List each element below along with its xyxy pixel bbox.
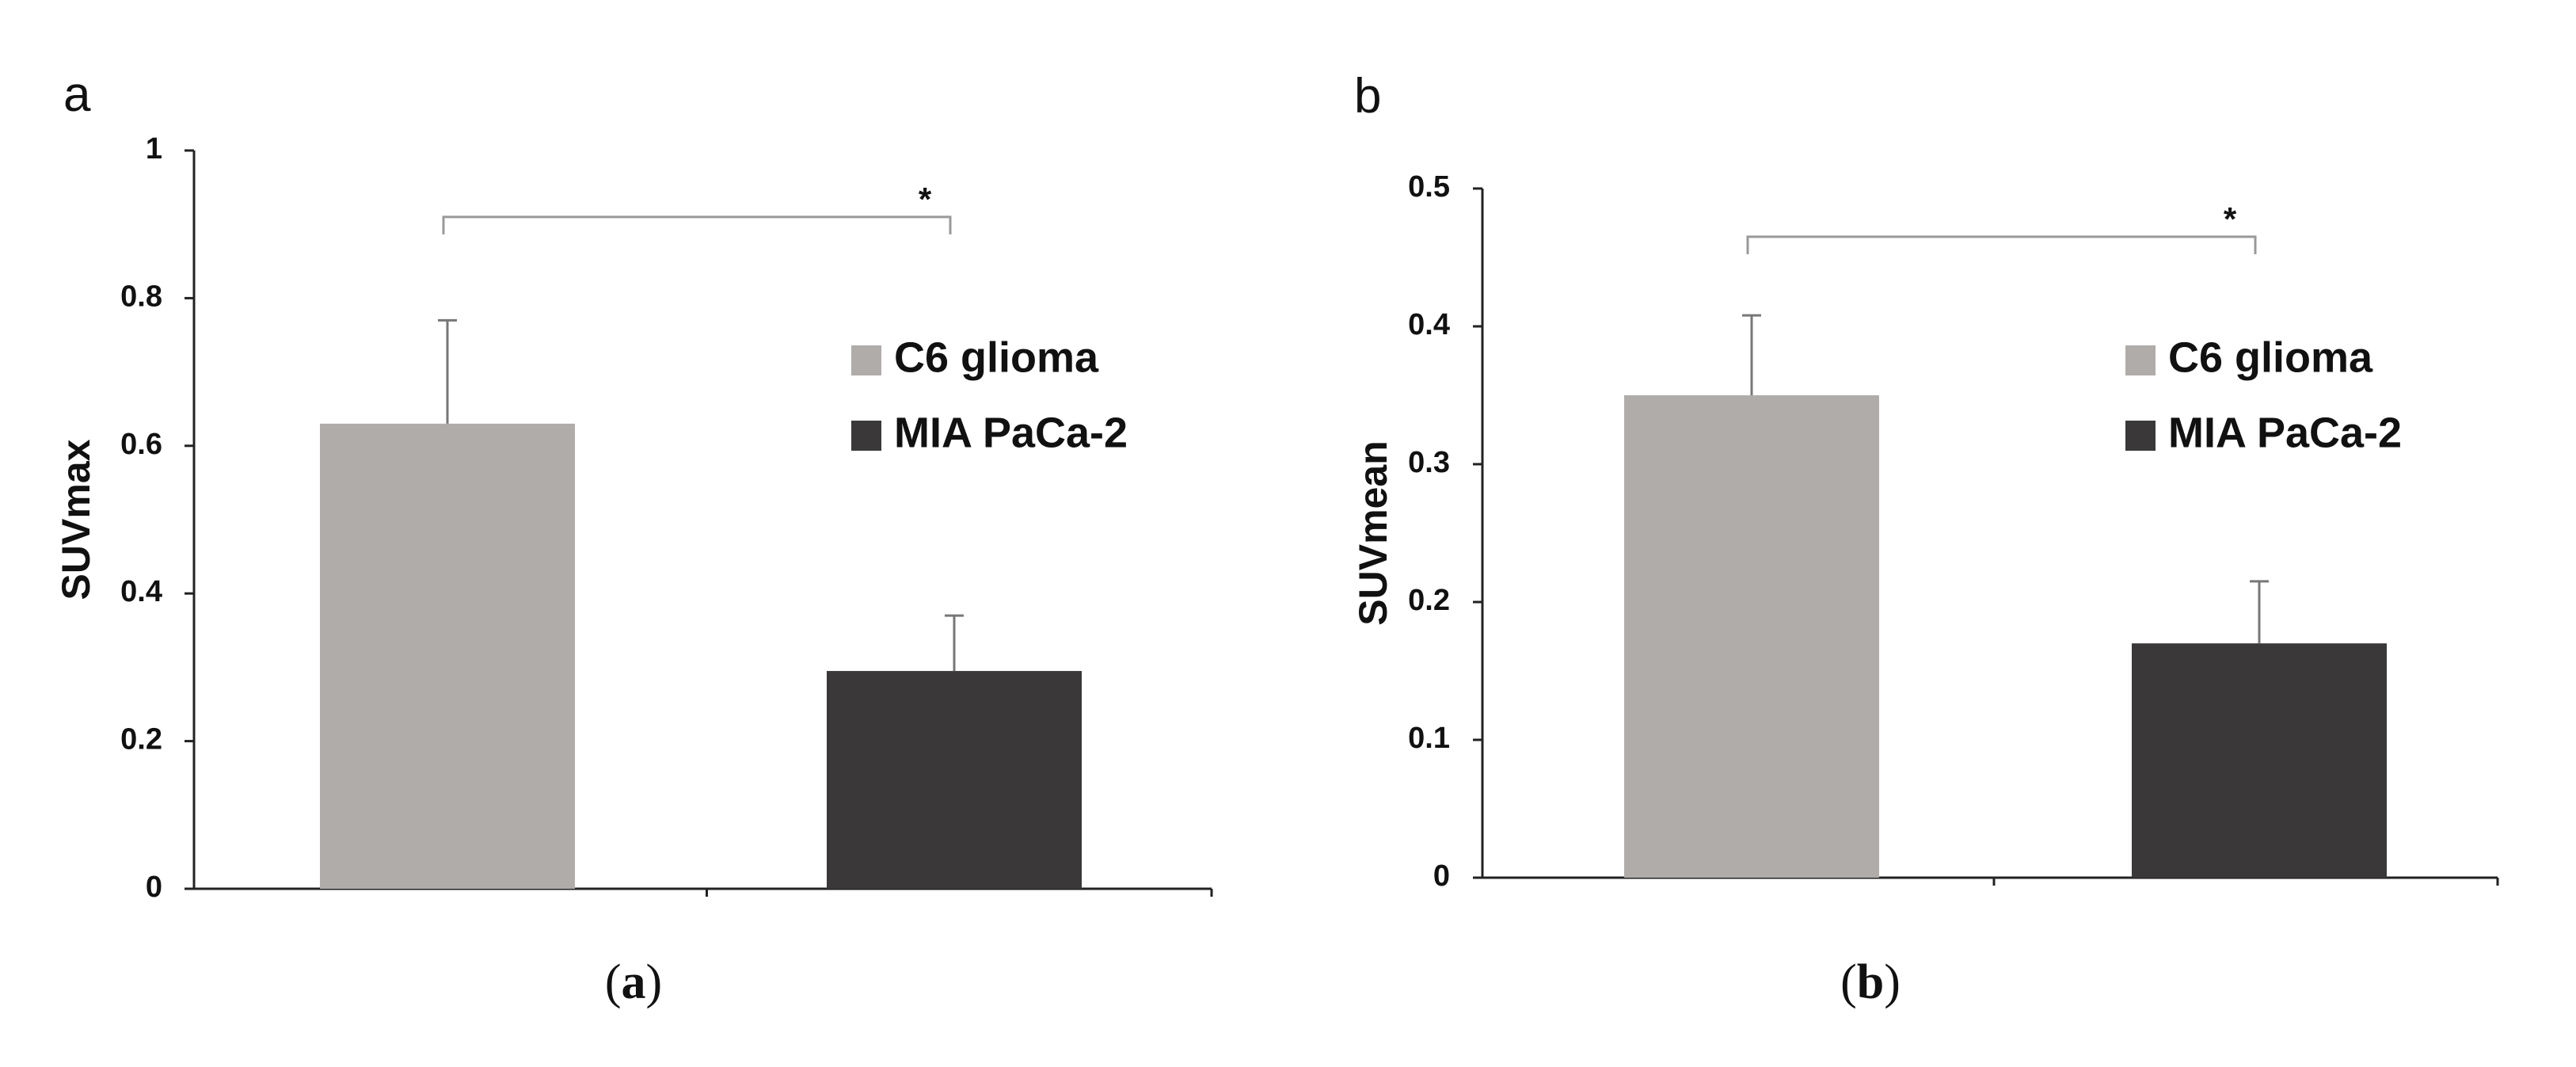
y-tick-label-a-2: 0.4 xyxy=(120,575,162,608)
significance-bracket-a xyxy=(442,215,952,234)
y-axis-title-a: SUVmax xyxy=(54,439,98,600)
legend-label-b-1: MIA PaCa-2 xyxy=(2168,409,2402,456)
y-tick-label-b-1: 0.1 xyxy=(1408,722,1450,755)
caption-b: (b) xyxy=(1840,955,1901,1009)
significance-star-b: * xyxy=(2224,200,2237,238)
y-tick-label-a-5: 1 xyxy=(146,132,162,166)
bar-b-0 xyxy=(1624,395,1879,878)
significance-bracket-b xyxy=(1746,235,2257,254)
legend-label-b-0: C6 glioma xyxy=(2168,333,2373,381)
legend-label-a-0: C6 glioma xyxy=(894,333,1099,381)
y-tick-label-a-1: 0.2 xyxy=(120,723,162,756)
caption-a: (a) xyxy=(604,955,663,1009)
y-tick-label-b-2: 0.2 xyxy=(1408,584,1450,617)
significance-star-a: * xyxy=(919,181,932,218)
caption-a-letter: a xyxy=(621,955,646,1009)
legend-swatch-b-0 xyxy=(2125,345,2156,375)
legend-label-a-1: MIA PaCa-2 xyxy=(894,409,1128,456)
bar-b-1 xyxy=(2132,643,2387,878)
legend-swatch-a-1 xyxy=(851,421,881,451)
bar-a-1 xyxy=(827,671,1082,889)
legend-swatch-b-1 xyxy=(2125,421,2156,451)
caption-b-letter: b xyxy=(1856,955,1885,1009)
y-axis-title-b: SUVmean xyxy=(1351,440,1395,625)
y-tick-label-b-3: 0.3 xyxy=(1408,446,1450,479)
panel-letter-b: b xyxy=(1354,69,1381,124)
legend-swatch-a-0 xyxy=(851,345,881,375)
chart-a-svg: a SUVmax 0 0.2 0.4 0.6 0.8 1 * C6 glioma MIA PaCa-… xyxy=(54,67,1213,904)
chart-panel-a: a SUVmax 0 0.2 0.4 0.6 0.8 1 * C6 glioma MIA PaCa-… xyxy=(54,67,1213,1009)
panel-letter-a: a xyxy=(63,67,91,122)
y-tick-label-b-5: 0.5 xyxy=(1408,170,1450,204)
y-tick-label-b-4: 0.4 xyxy=(1408,308,1450,341)
y-tick-label-a-4: 0.8 xyxy=(120,280,162,313)
chart-panel-b: b SUVmean 0 0.1 0.2 0.3 0.4 0.5 * C6 glioma MIA Pa… xyxy=(1288,0,2576,1067)
chart-b-svg: b SUVmean 0 0.1 0.2 0.3 0.4 0.5 * C6 glioma MIA Pa… xyxy=(1351,69,2499,893)
y-tick-label-b-0: 0 xyxy=(1433,859,1450,893)
y-tick-label-a-0: 0 xyxy=(146,871,162,904)
y-tick-label-a-3: 0.6 xyxy=(120,428,162,461)
bar-a-0 xyxy=(320,423,575,889)
